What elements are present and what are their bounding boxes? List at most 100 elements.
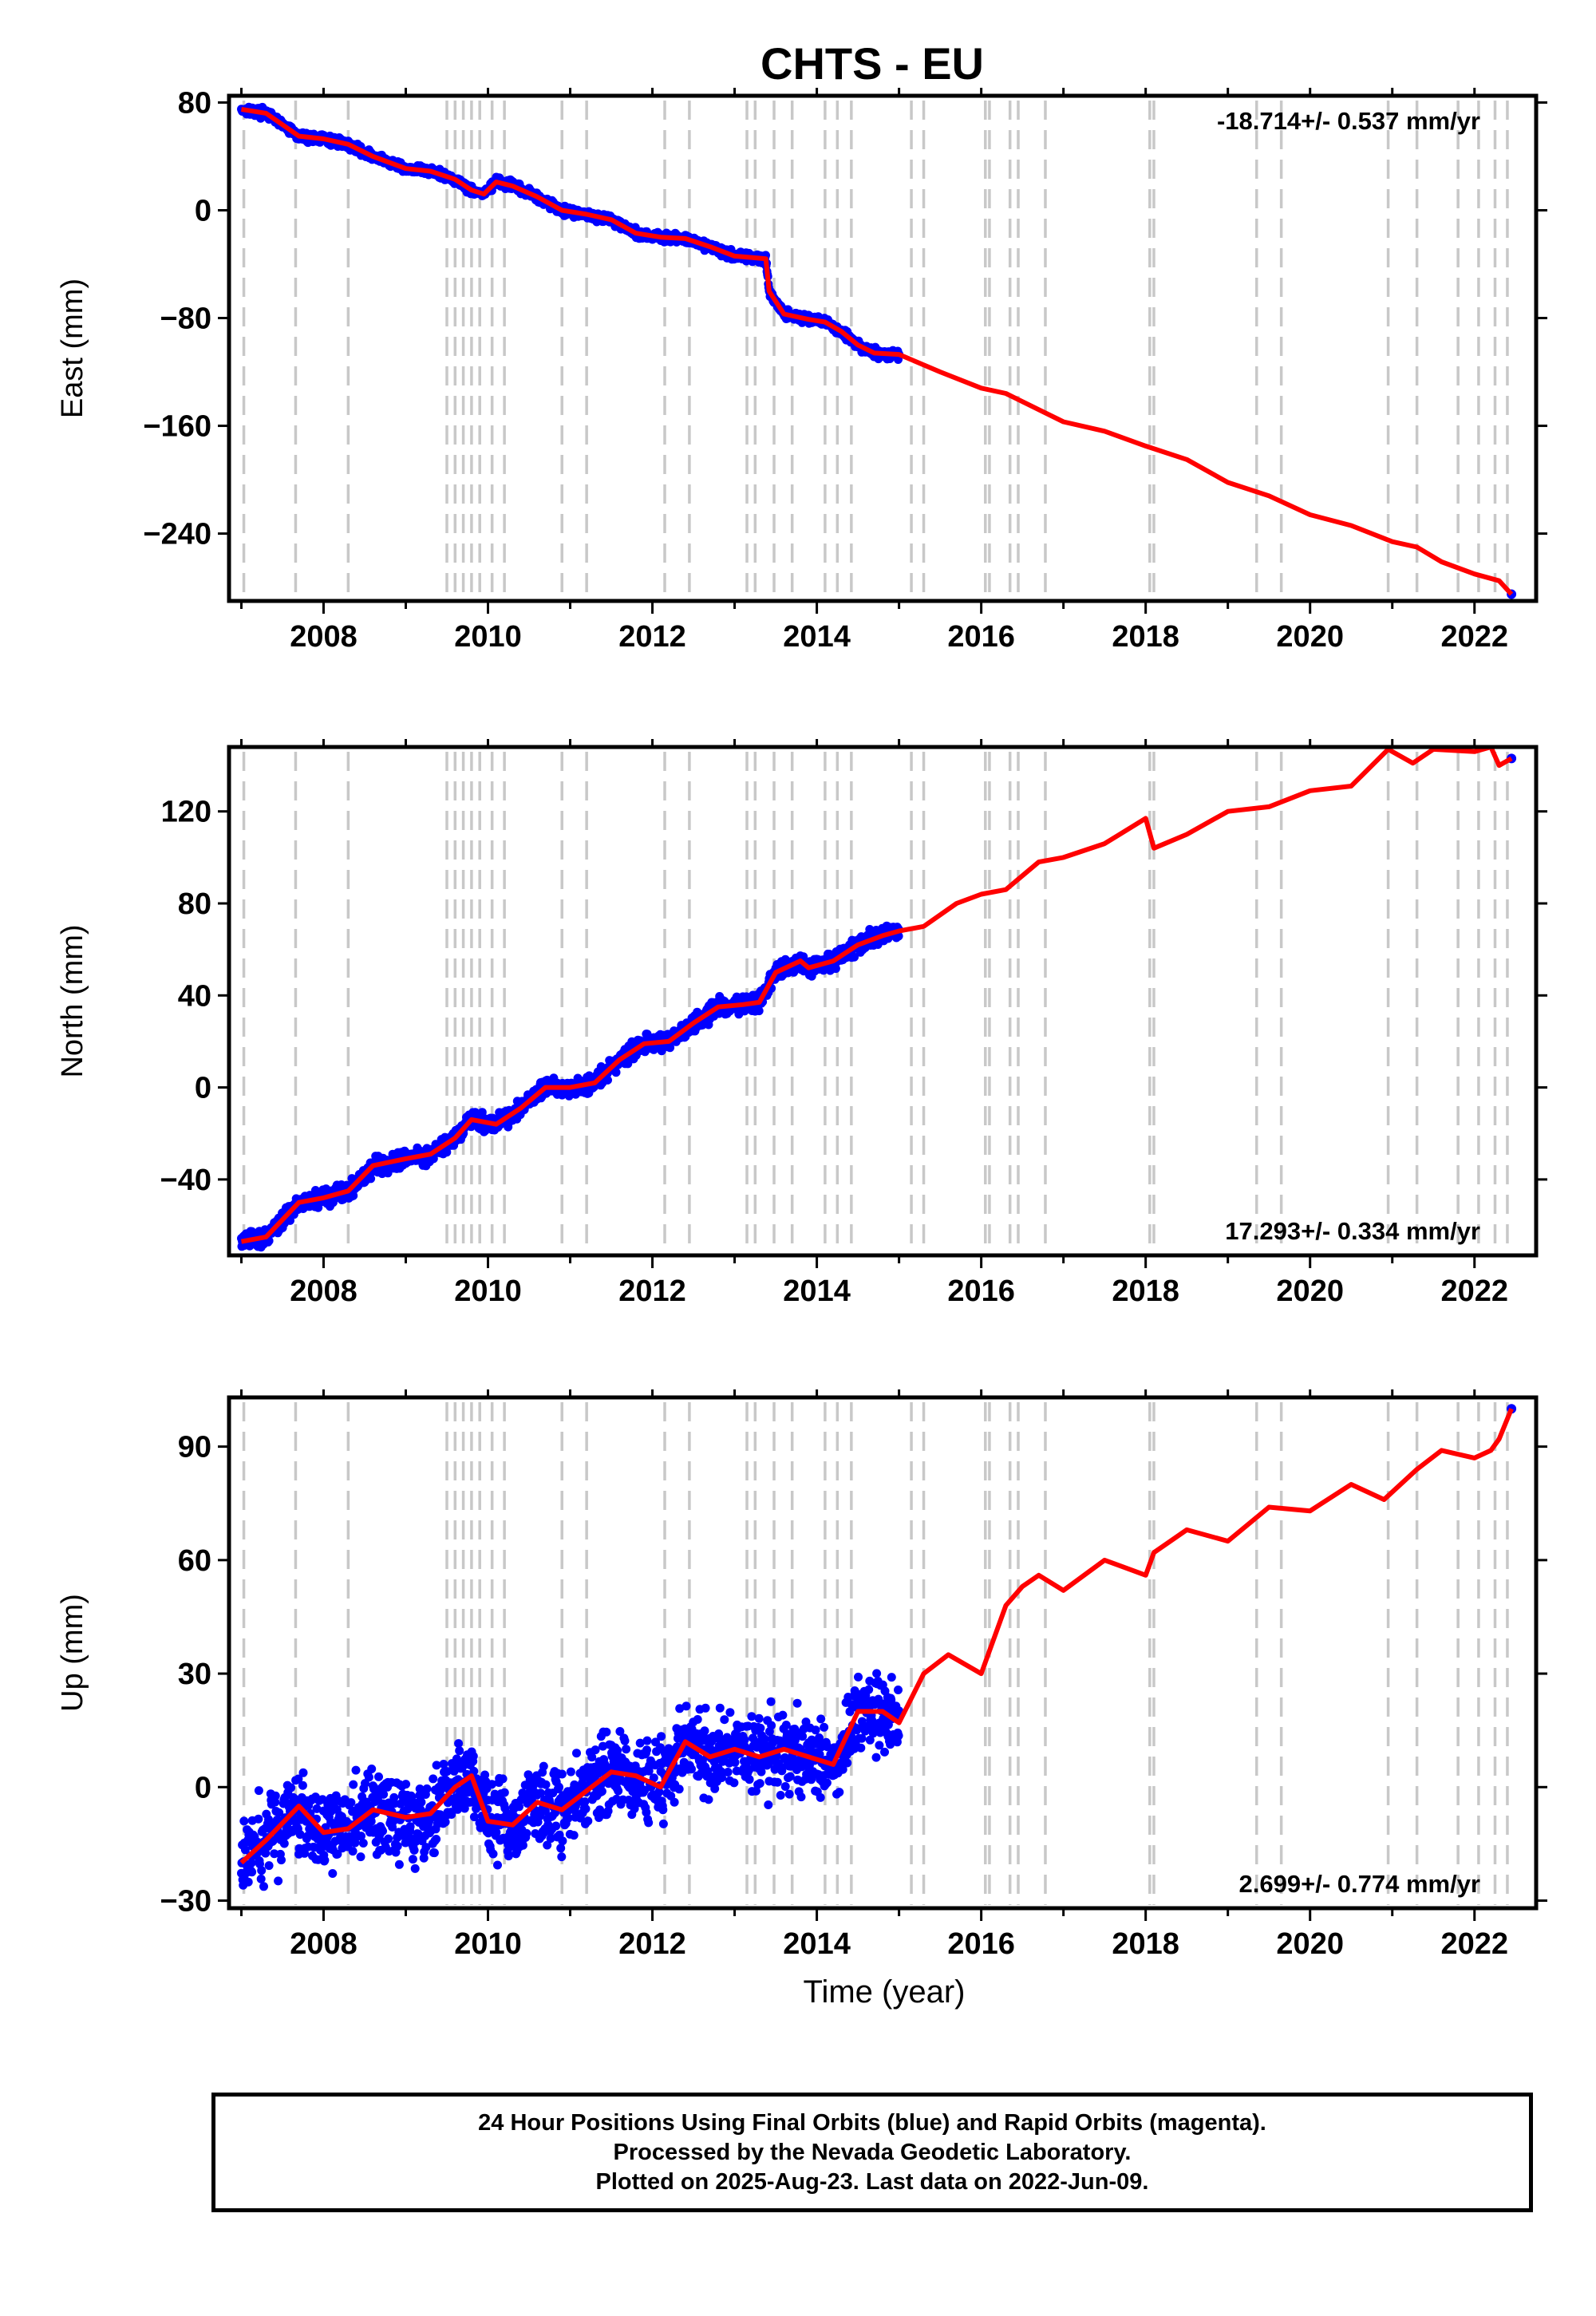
- observed-point: [704, 1795, 713, 1804]
- observed-point: [493, 1860, 502, 1870]
- observed-point: [442, 1148, 452, 1157]
- observed-point: [620, 1736, 630, 1745]
- observed-point: [539, 1761, 548, 1771]
- x-tick-label: 2008: [290, 620, 358, 654]
- observed-point: [541, 1806, 550, 1816]
- observed-point: [816, 1792, 825, 1802]
- observed-point: [887, 1695, 896, 1705]
- observed-point: [875, 1741, 884, 1750]
- observed-point: [477, 1108, 487, 1117]
- x-tick-label: 2016: [947, 1275, 1015, 1308]
- y-tick-label: 80: [178, 86, 211, 120]
- observed-point: [602, 1727, 611, 1737]
- observed-point: [838, 1765, 847, 1774]
- observed-point: [835, 1788, 844, 1797]
- observed-point: [572, 1749, 581, 1758]
- footer-line-2: Processed by the Nevada Geodetic Laborat…: [613, 2139, 1132, 2165]
- observed-point: [622, 1745, 631, 1754]
- y-tick-label: 80: [178, 887, 211, 921]
- observed-point: [551, 1821, 561, 1831]
- up-plot-frame: [227, 1395, 1539, 1911]
- observed-point: [346, 1798, 356, 1808]
- observed-point: [780, 1782, 790, 1791]
- observed-point: [558, 1836, 567, 1846]
- x-tick-label: 2014: [783, 1275, 851, 1308]
- observed-point: [580, 1797, 590, 1807]
- observed-point: [597, 1787, 606, 1796]
- observed-point: [379, 1789, 389, 1799]
- observed-point: [413, 1829, 423, 1839]
- observed-point: [894, 1686, 903, 1694]
- y-tick-label: −160: [143, 410, 211, 444]
- north-ticks: [239, 739, 1476, 1268]
- observed-point: [492, 1828, 501, 1837]
- observed-point: [351, 1765, 361, 1775]
- observed-point: [469, 1812, 479, 1822]
- observed-point: [729, 1778, 739, 1788]
- observed-point: [333, 1849, 342, 1859]
- observed-point: [700, 1726, 709, 1736]
- observed-point: [850, 952, 859, 962]
- y-tick-label: 0: [195, 194, 211, 227]
- observed-point: [367, 1765, 377, 1773]
- observed-point: [611, 1068, 621, 1077]
- observed-point: [714, 1729, 724, 1738]
- observed-point: [811, 1725, 820, 1735]
- observed-point: [378, 1826, 387, 1836]
- observed-point: [887, 1673, 896, 1682]
- observed-point: [815, 1733, 824, 1742]
- observed-point: [555, 1782, 563, 1792]
- observed-point: [254, 1786, 263, 1796]
- observed-point: [439, 1760, 448, 1769]
- x-tick-label: 2012: [618, 1275, 686, 1308]
- observed-point: [480, 1770, 490, 1780]
- observed-point: [243, 1877, 253, 1887]
- observed-point: [274, 1876, 283, 1886]
- footer-line-3: Plotted on 2025-Aug-23. Last data on 202…: [595, 2168, 1149, 2195]
- y-tick-label: −40: [160, 1164, 211, 1197]
- observed-point: [816, 1714, 826, 1724]
- observed-point: [778, 1710, 788, 1720]
- observed-point: [658, 1819, 668, 1828]
- observed-point: [792, 1698, 802, 1708]
- observed-point: [591, 1745, 600, 1755]
- observed-point: [587, 1753, 597, 1762]
- north-model-line: [240, 747, 1513, 1244]
- observed-point: [356, 1852, 365, 1862]
- up-panel: 2008 2010 2012 2014 2016 2018 2020 20229060300−…: [56, 1389, 1547, 2010]
- x-tick-label: 2018: [1112, 1275, 1179, 1308]
- observed-point: [447, 1810, 456, 1819]
- processing-note-box: 24 Hour Positions Using Final Orbits (bl…: [211, 2093, 1533, 2212]
- observed-point: [515, 1802, 523, 1812]
- observed-point: [440, 1817, 450, 1827]
- observed-point: [595, 1813, 603, 1822]
- observed-point: [518, 1840, 527, 1850]
- y-tick-label: −80: [160, 302, 211, 336]
- observed-point: [290, 1815, 299, 1824]
- observed-point: [247, 1858, 256, 1867]
- observed-point: [687, 1765, 696, 1774]
- observed-point: [314, 1203, 323, 1212]
- observed-point: [408, 1855, 417, 1864]
- up-y-axis-label: Up (mm): [56, 1594, 89, 1712]
- north-event-lines: [242, 752, 1509, 1252]
- observed-point: [666, 1043, 675, 1053]
- observed-point: [429, 1848, 439, 1858]
- observed-point: [894, 1731, 903, 1741]
- observed-point: [364, 1773, 373, 1782]
- observed-point: [569, 1831, 579, 1840]
- observed-point: [557, 1769, 567, 1779]
- observed-point: [856, 1743, 866, 1753]
- y-tick-label: 0: [195, 1771, 211, 1804]
- observed-point: [405, 1822, 415, 1832]
- observed-point: [822, 1778, 832, 1788]
- observed-point: [701, 1703, 710, 1713]
- y-tick-label: −30: [160, 1885, 211, 1919]
- observed-point: [422, 1784, 432, 1793]
- observed-point: [432, 1761, 441, 1770]
- observed-point: [764, 1800, 773, 1809]
- observed-point: [429, 1774, 438, 1784]
- x-tick-label: 2008: [290, 1927, 358, 1961]
- observed-point: [410, 1863, 420, 1873]
- x-tick-label: 2008: [290, 1275, 358, 1308]
